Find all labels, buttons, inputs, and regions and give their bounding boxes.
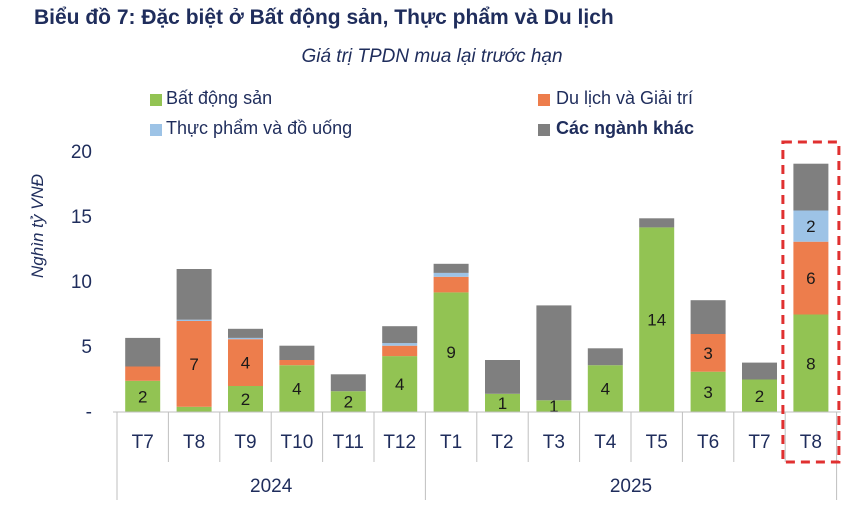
bar-segment: [485, 393, 520, 412]
bar-segment: [639, 227, 675, 412]
bar-segment: [330, 374, 366, 392]
legend-swatch-thuc-pham: [150, 124, 162, 136]
chart-subtitle: Giá trị TPDN mua lại trước hạn: [301, 46, 563, 67]
legend-label-bat-dong-san: Bất động sản: [166, 88, 273, 108]
data-label: 4: [241, 354, 250, 373]
bar-segment: [330, 391, 366, 412]
group-label: 2025: [610, 476, 652, 497]
bar-segment: [742, 362, 777, 380]
bar-segment: [793, 210, 829, 242]
bar-segment: [176, 321, 212, 407]
bar-segment: [433, 292, 469, 412]
chart-title: Biểu đồ 7: Đặc biệt ở Bất động sản, Thực…: [34, 6, 614, 29]
data-label: 2: [806, 217, 815, 236]
data-label: 7: [189, 355, 198, 374]
bar-segment: [382, 343, 418, 346]
data-label: 6: [806, 269, 815, 288]
y-tick-label: 20: [71, 142, 92, 163]
bar-segment: [793, 163, 829, 211]
legend-label-du-lich: Du lịch và Giải trí: [556, 88, 694, 108]
bar-segment: [536, 305, 572, 401]
x-tick-label: T10: [281, 432, 314, 453]
data-label: 9: [446, 343, 455, 362]
data-label: 1: [549, 397, 558, 416]
x-tick-label: T4: [594, 432, 617, 453]
data-label: 4: [395, 375, 404, 394]
x-tick-label: T6: [697, 432, 719, 453]
bar-segment: [228, 328, 263, 338]
x-tick-label: T5: [646, 432, 668, 453]
bar-segment: [587, 348, 623, 366]
bar-segment: [382, 345, 418, 357]
data-label: 14: [647, 311, 666, 330]
bar-segment: [382, 356, 418, 412]
bar-segment: [433, 276, 469, 293]
x-tick-label: T3: [543, 432, 565, 453]
bar-segment: [125, 337, 161, 367]
data-label: 2: [241, 390, 250, 409]
data-label: 4: [292, 380, 301, 399]
bar-segment: [639, 218, 675, 228]
x-tick-label: T12: [383, 432, 416, 453]
bar-segment: [228, 339, 263, 386]
bar-segment: [279, 360, 315, 366]
data-label: 1: [498, 394, 507, 413]
x-tick-label: T11: [333, 432, 364, 453]
y-tick-label: 5: [81, 337, 92, 358]
legend-swatch-bat-dong-san: [150, 94, 162, 106]
x-tick-label: T7: [748, 432, 770, 453]
x-tick-label: T1: [440, 432, 462, 453]
data-label: 3: [703, 344, 712, 363]
bar-segment: [690, 334, 726, 372]
data-label: 2: [138, 387, 147, 406]
bar-segment: [228, 337, 263, 340]
highlight-box: [781, 140, 841, 464]
bar-segment: [793, 241, 829, 315]
legend-label-nganh-khac: Các ngành khác: [556, 118, 695, 138]
x-tick-label: T7: [132, 432, 154, 453]
bar-segment: [793, 314, 829, 412]
y-axis-title: Nghìn tỷ VNĐ: [28, 174, 47, 278]
legend-swatch-nganh-khac: [538, 124, 550, 136]
data-label: 8: [806, 354, 815, 373]
bar-segment: [279, 365, 315, 412]
x-tick-label: T2: [491, 432, 513, 453]
bar-segment: [125, 380, 161, 412]
bar-segment: [433, 272, 469, 277]
bar-segment: [279, 345, 315, 360]
bar-segment: [176, 319, 212, 321]
x-tick-label: T8: [183, 432, 205, 453]
bar-segment: [485, 360, 520, 394]
y-tick-label: -: [86, 402, 92, 423]
legend-label-thuc-pham: Thực phẩm và đồ uống: [166, 118, 353, 138]
bar-segment: [587, 365, 623, 412]
data-label: 3: [703, 383, 712, 402]
bar-segment: [742, 379, 777, 412]
x-tick-label: T8: [800, 432, 822, 453]
data-label: 2: [344, 393, 353, 412]
bar-segment: [125, 366, 161, 381]
bar-segment: [228, 386, 263, 412]
bar-segment: [382, 326, 418, 344]
y-tick-label: 15: [71, 207, 92, 228]
legend-swatch-du-lich: [538, 94, 550, 106]
x-tick-label: T9: [234, 432, 256, 453]
bar-segment: [690, 300, 726, 334]
bar-segment: [690, 371, 726, 412]
group-label: 2024: [250, 476, 293, 497]
bar-segment: [176, 406, 212, 412]
y-tick-label: 10: [71, 272, 92, 293]
data-label: 2: [755, 387, 764, 406]
bar-segment: [176, 269, 212, 320]
data-label: 4: [601, 380, 610, 399]
bar-segment: [536, 400, 572, 412]
bar-segment: [433, 263, 469, 273]
